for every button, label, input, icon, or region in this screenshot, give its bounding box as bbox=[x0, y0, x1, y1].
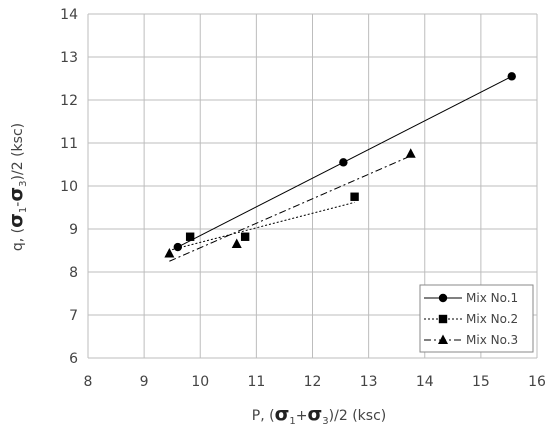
subscript: 3 bbox=[322, 416, 328, 427]
x-tick-label: 15 bbox=[472, 374, 490, 390]
label-text: - bbox=[10, 202, 26, 207]
x-axis-label: P, (σ1+σ3)/2 (ksc) bbox=[252, 403, 386, 427]
sigma-symbol: σ bbox=[5, 213, 27, 228]
x-tick-label: 12 bbox=[304, 374, 322, 390]
label-text: + bbox=[296, 408, 308, 424]
sigma-symbol: σ bbox=[5, 187, 27, 202]
legend-marker bbox=[438, 314, 448, 324]
y-tick-label: 11 bbox=[60, 136, 78, 152]
data-point-mix-1 bbox=[339, 158, 348, 167]
x-tick-label: 16 bbox=[528, 374, 546, 390]
y-axis-ticks: 6 7 8 9 10 11 12 13 14 bbox=[60, 7, 78, 367]
data-point-mix-1 bbox=[507, 72, 516, 81]
trend-line-mix-3 bbox=[169, 155, 411, 262]
x-tick-label: 8 bbox=[84, 374, 93, 390]
legend-label: Mix No.3 bbox=[466, 333, 518, 347]
trend-line-mix-2 bbox=[172, 201, 355, 251]
series-mix-3 bbox=[164, 148, 416, 262]
label-text: )/2 (ksc) bbox=[10, 123, 26, 181]
y-tick-label: 9 bbox=[69, 222, 78, 238]
y-tick-label: 7 bbox=[69, 308, 78, 324]
y-tick-label: 6 bbox=[69, 351, 78, 367]
series-mix-1 bbox=[173, 72, 516, 252]
data-point-mix-2 bbox=[185, 232, 195, 241]
x-axis-ticks: 8 9 10 11 12 13 14 15 16 bbox=[84, 374, 546, 390]
x-tick-label: 13 bbox=[360, 374, 378, 390]
label-text: P, ( bbox=[252, 408, 275, 424]
y-tick-label: 14 bbox=[60, 7, 78, 23]
x-tick-label: 14 bbox=[416, 374, 434, 390]
series-layer bbox=[164, 72, 516, 262]
subscript: 1 bbox=[289, 416, 295, 427]
data-point-mix-2 bbox=[240, 232, 250, 241]
subscript: 3 bbox=[18, 180, 29, 186]
y-tick-label: 13 bbox=[60, 50, 78, 66]
legend-marker bbox=[438, 334, 448, 344]
data-point-mix-1 bbox=[173, 242, 182, 252]
y-tick-label: 8 bbox=[69, 265, 78, 281]
label-text: q, ( bbox=[10, 228, 26, 251]
legend-label: Mix No.2 bbox=[466, 312, 518, 326]
grid bbox=[87, 13, 538, 359]
legend: Mix No.1 Mix No.2 Mix No.3 bbox=[419, 284, 534, 353]
y-axis-label: q, (σ1-σ3)/2 (ksc) bbox=[5, 123, 29, 251]
x-tick-label: 11 bbox=[247, 374, 265, 390]
x-tick-label: 10 bbox=[191, 374, 209, 390]
data-point-mix-2 bbox=[350, 192, 359, 201]
legend-label: Mix No.1 bbox=[466, 291, 518, 305]
label-text: )/2 (ksc) bbox=[329, 408, 387, 424]
x-tick-label: 9 bbox=[140, 374, 149, 390]
data-point-mix-3 bbox=[405, 148, 416, 158]
y-tick-label: 10 bbox=[60, 179, 78, 195]
series-mix-2 bbox=[172, 192, 359, 251]
data-point-mix-3 bbox=[164, 248, 175, 258]
legend-marker bbox=[438, 293, 448, 303]
sigma-symbol: σ bbox=[275, 403, 290, 425]
subscript: 1 bbox=[18, 207, 29, 213]
y-tick-label: 12 bbox=[60, 93, 78, 109]
data-point-mix-3 bbox=[231, 238, 242, 249]
sigma-symbol: σ bbox=[307, 403, 322, 425]
